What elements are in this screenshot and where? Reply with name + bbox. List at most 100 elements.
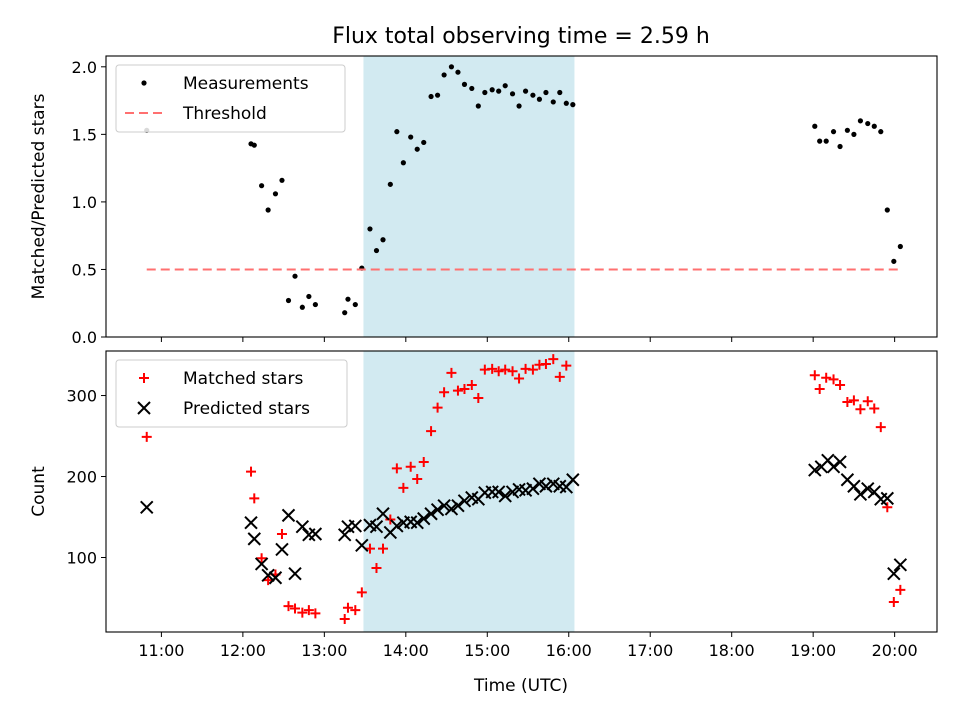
data-point [891,258,897,264]
data-point [246,466,257,477]
data-point [140,500,154,514]
data-point [527,364,538,375]
data-point [475,103,481,109]
legend-label: Threshold [182,104,267,124]
data-point [288,566,302,581]
data-point [814,384,825,395]
legend-label: Measurements [183,74,309,94]
data-point [491,485,506,499]
data-point [259,183,265,189]
data-point [536,96,543,102]
data-point [428,93,434,100]
data-point [444,502,459,516]
data-point [522,88,529,94]
legend-box [115,64,346,133]
data-point [823,138,829,144]
data-point [455,69,461,75]
data-point [878,129,884,135]
data-point [308,527,323,541]
data-point [367,226,373,232]
data-point [514,373,525,384]
data-point [281,508,296,523]
data-point [895,584,906,595]
data-point [345,296,351,302]
observing-span [363,56,575,337]
data-point [893,558,908,572]
data-point [461,81,468,87]
data-point [871,123,877,129]
data-point [516,103,522,109]
data-point [292,273,298,279]
data-point [561,360,572,371]
data-point [869,403,880,414]
legend-marker [137,401,151,415]
data-point [830,129,837,135]
data-point [439,387,450,398]
data-point [342,602,353,613]
data-point [457,494,472,508]
data-point [469,85,475,92]
data-point [338,528,352,542]
data-point [426,426,437,437]
data-point [414,146,420,152]
data-point [539,479,553,493]
data-point [485,485,499,499]
data-point [550,99,556,105]
y-tick-label: 1.5 [72,125,97,144]
data-point [417,511,431,526]
chart-title: Flux total observing time = 2.59 h [332,24,710,49]
data-point [412,473,423,484]
data-point [865,120,871,127]
data-point [283,601,294,612]
data-point [842,397,853,408]
data-point [861,481,875,496]
data-point [342,310,348,316]
x-tick-label: 15:00 [464,641,510,660]
ratio-panel: 0.0 0.5 1.0 1.5 2.0 Matched/Predicted stars Me… [29,55,938,347]
data-point [448,64,455,70]
data-point [352,301,358,308]
data-point [821,372,832,383]
data-point [526,481,540,496]
data-point [441,72,447,78]
data-point [263,575,274,586]
x-tick-label: 17:00 [627,641,673,660]
data-point [268,571,283,585]
data-point [489,87,495,93]
data-point [880,491,895,506]
y-axis-label: Count [29,466,49,517]
data-point [853,487,868,502]
data-point [548,354,559,365]
data-point [848,395,859,406]
data-point [509,91,516,97]
data-point [391,463,402,474]
data-point [303,605,314,616]
data-point [373,247,380,254]
y-tick-label: 0.5 [72,260,97,279]
data-point [290,603,301,614]
data-point [299,304,305,310]
data-point [437,498,451,513]
data-point [835,380,846,391]
data-point [482,89,488,96]
x-tick-label: 20:00 [872,641,918,660]
data-point [279,177,285,183]
data-point [809,370,820,381]
data-point [493,366,504,377]
data-point [244,515,258,530]
x-tick-label: 11:00 [138,641,184,660]
y-tick-label: 0.0 [72,328,97,347]
data-point [371,563,382,574]
data-point [844,127,850,133]
legend: Measurements Threshold [115,64,346,133]
data-point [446,367,457,378]
observing-span [363,351,575,632]
y-axis-label: Matched/Predicted stars [29,93,49,299]
data-point [275,542,289,557]
data-point [394,129,400,135]
data-point [473,392,484,403]
data-point [387,181,393,187]
data-point [862,396,873,407]
data-point [452,385,463,396]
